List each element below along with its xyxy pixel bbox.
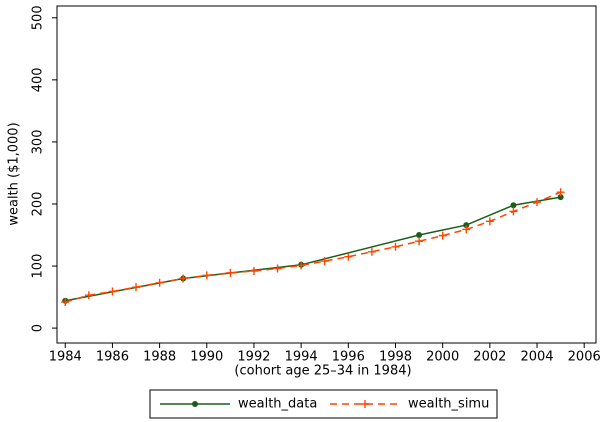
legend-label: wealth_simu [408,397,489,412]
y-tick-label: 300 [31,130,46,155]
legend-label: wealth_data [238,397,317,412]
data-point [462,225,471,234]
data-point [344,252,353,261]
y-tick-label: 100 [31,254,46,279]
legend-marker [192,401,198,407]
data-point [108,287,117,296]
data-point [485,217,494,226]
y-tick-label: 500 [31,5,46,30]
legend-marker [361,400,369,408]
data-point [132,283,141,292]
data-point [438,231,447,240]
x-tick-label: 2002 [473,350,506,365]
data-point [84,291,93,300]
x-tick-label: 1994 [285,350,318,365]
data-point [510,202,517,209]
data-point [556,188,565,197]
data-point [416,232,423,239]
x-tick-label: 1988 [143,350,176,365]
x-axis-title: (cohort age 25–34 in 1984) [234,364,411,379]
data-point [249,267,258,276]
data-point [155,278,164,287]
data-point [202,271,211,280]
data-point [179,274,188,283]
data-point [226,268,235,277]
y-tick-label: 400 [31,67,46,92]
data-point [273,264,282,273]
x-tick-label: 1986 [96,350,129,365]
y-axis-title: wealth ($1,000) [7,122,22,225]
data-point [509,207,518,216]
x-tick-label: 2004 [520,350,553,365]
x-tick-label: 1990 [190,350,223,365]
x-tick-label: 2006 [568,350,601,365]
data-point [533,198,542,207]
data-point [297,261,306,270]
series-line [65,191,561,303]
data-point [415,237,424,246]
data-point [391,242,400,251]
x-tick-label: 1992 [237,350,270,365]
data-point [320,257,329,266]
y-tick-label: 200 [31,192,46,217]
x-tick-label: 1998 [379,350,412,365]
x-tick-label: 1984 [49,350,82,365]
data-point [61,298,70,307]
y-tick-label: 0 [31,324,46,332]
x-tick-label: 1996 [332,350,365,365]
data-point [463,222,470,229]
plot-frame [56,5,597,344]
data-point [367,247,376,256]
data-point [557,194,564,201]
x-tick-label: 2000 [426,350,459,365]
